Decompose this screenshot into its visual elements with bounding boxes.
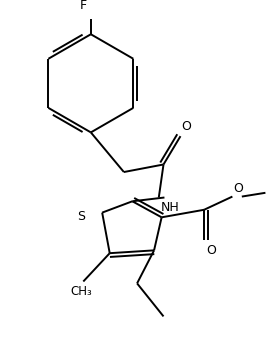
Text: CH₃: CH₃ xyxy=(71,285,92,298)
Text: F: F xyxy=(79,0,87,12)
Text: O: O xyxy=(233,182,243,195)
Text: NH: NH xyxy=(161,201,179,214)
Text: S: S xyxy=(77,210,85,223)
Text: O: O xyxy=(181,120,191,133)
Text: O: O xyxy=(206,244,216,257)
